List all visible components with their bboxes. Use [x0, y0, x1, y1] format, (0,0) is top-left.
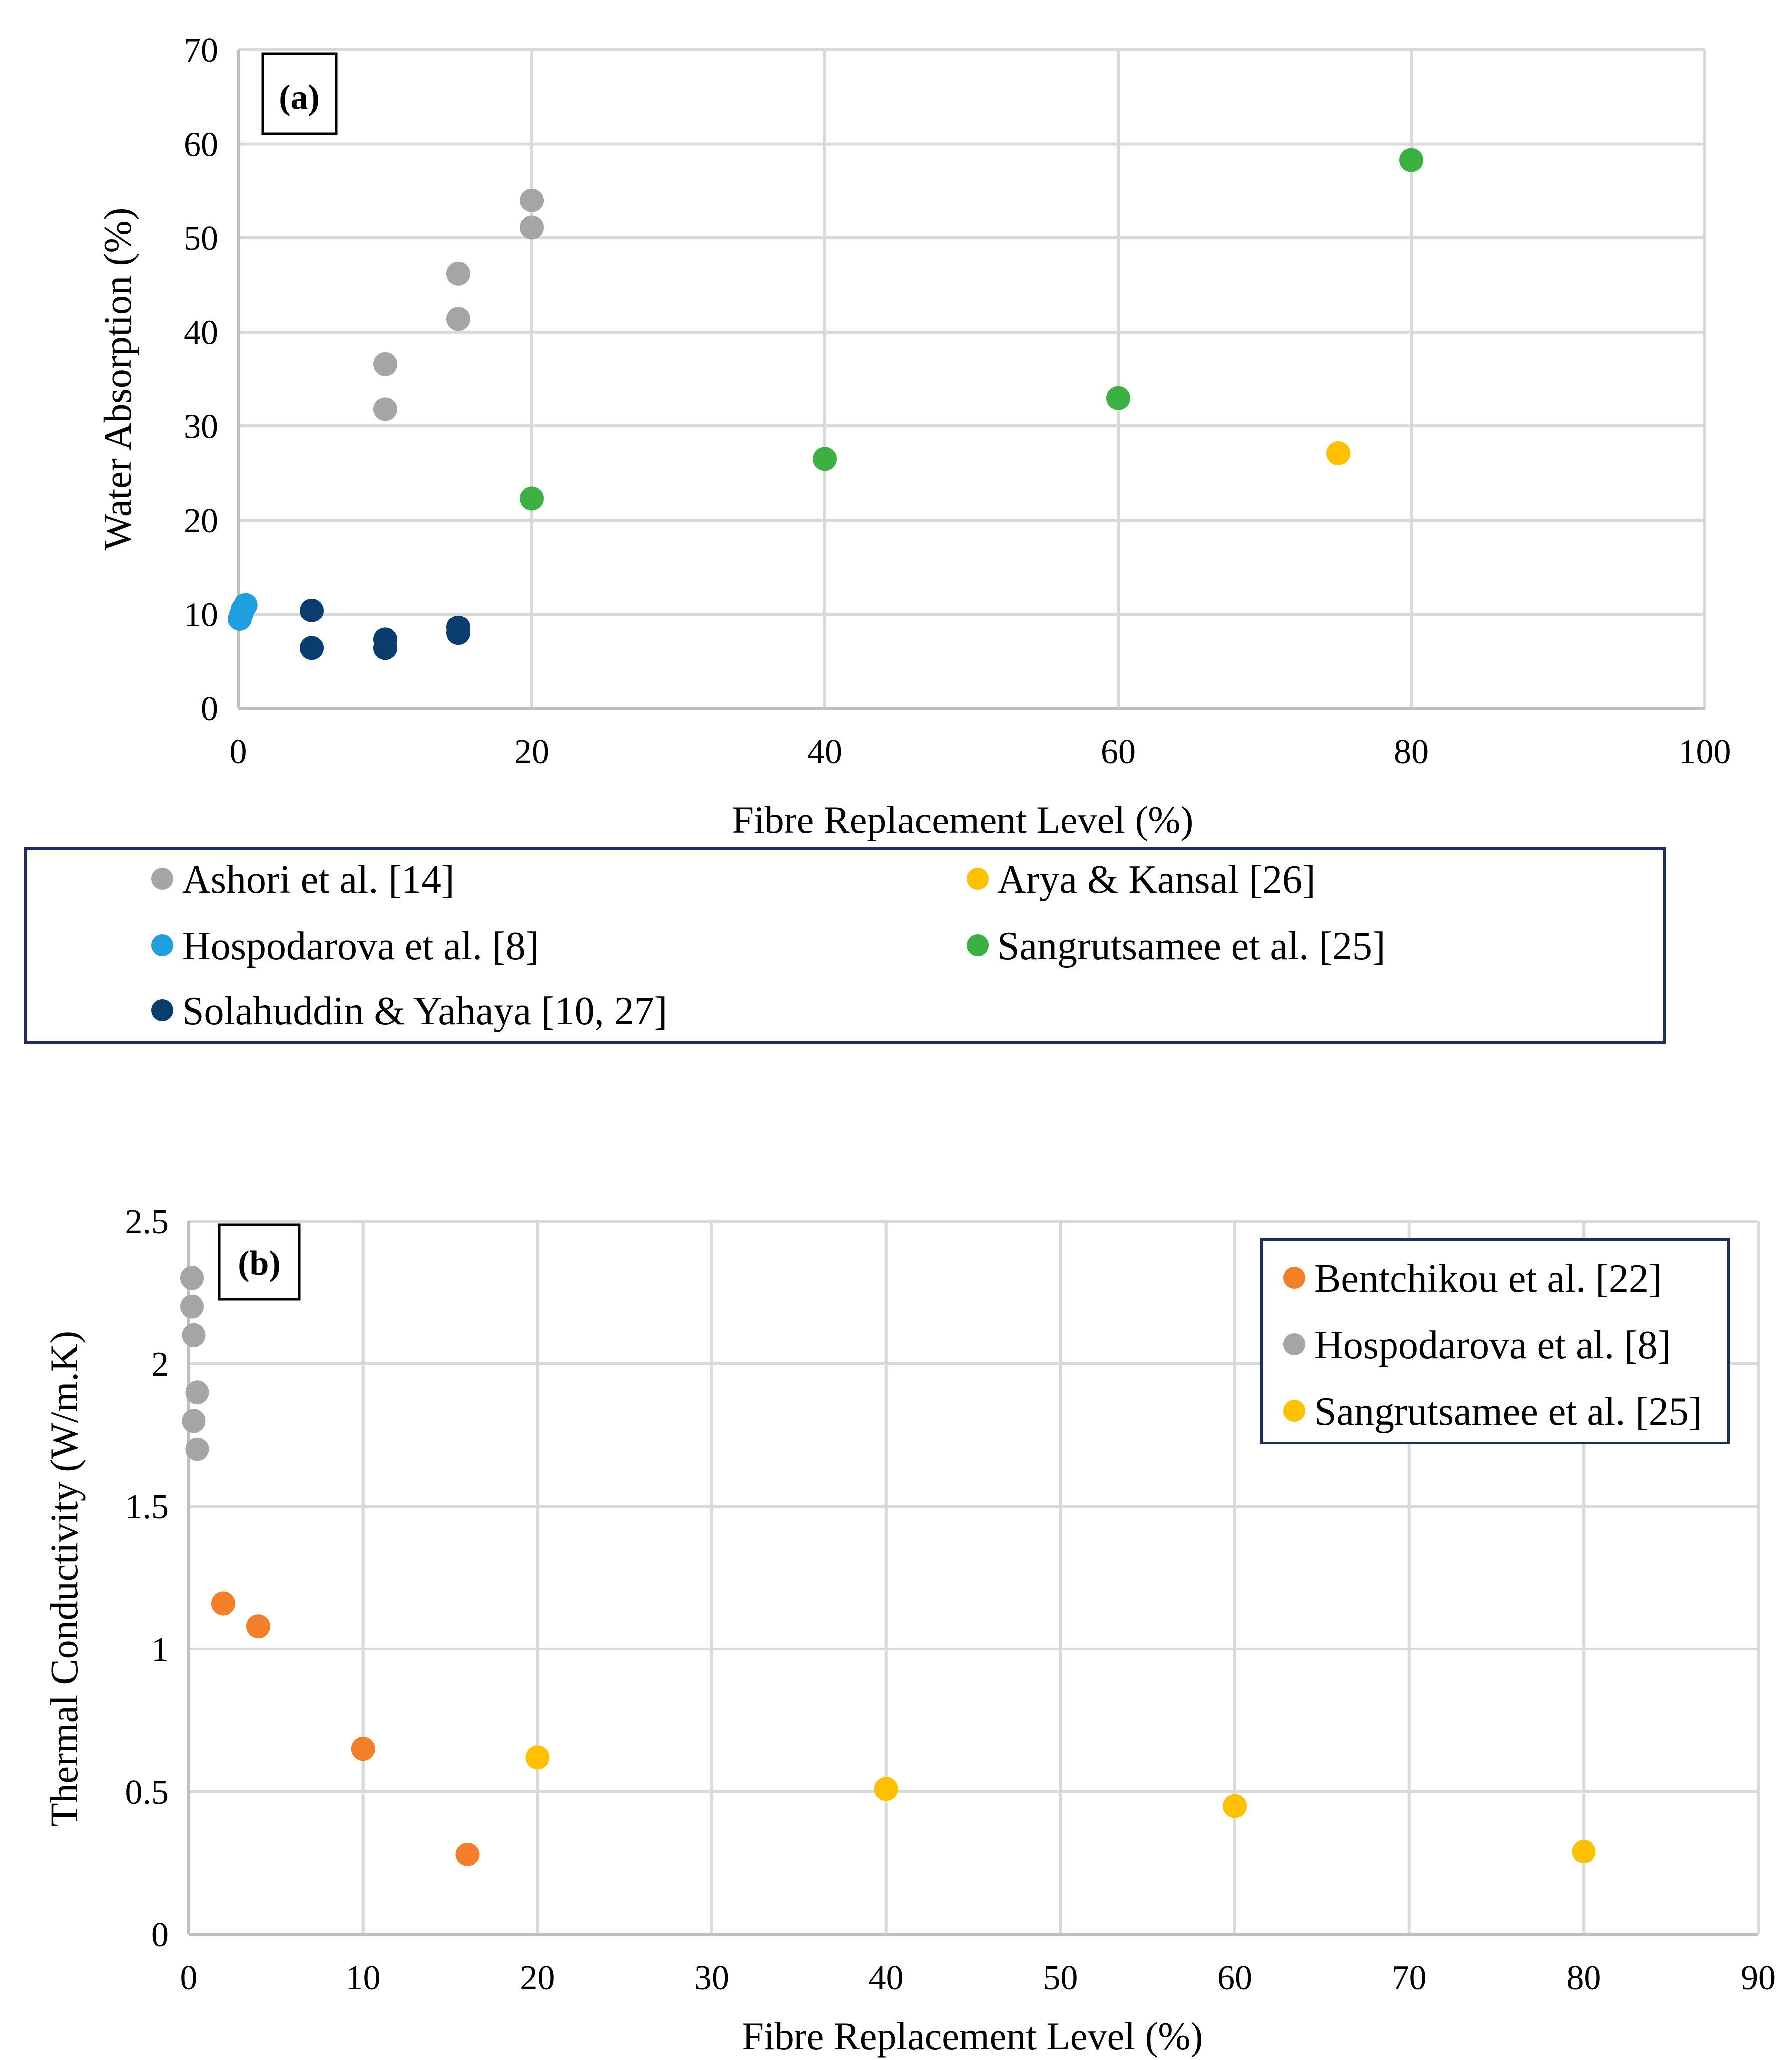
panel-a-x-tick-label: 40	[807, 733, 842, 771]
panel-a-gridlines	[238, 48, 1706, 708]
panel-b-y-tick-label: 2	[151, 1345, 169, 1384]
panel-b-label-box	[218, 1223, 301, 1301]
legend-label-ashori: Ashori et al. [14]	[182, 858, 455, 902]
panel-b-x-tick-label: 40	[869, 1959, 904, 1997]
panel-b-gridlines	[189, 1220, 1760, 1934]
panel-a-x-tick-label: 100	[1679, 733, 1731, 771]
legend-label-sangrutsamee: Sangrutsamee et al. [25]	[997, 924, 1386, 968]
point-sangrutsamee-et-al-25	[525, 1745, 550, 1770]
panel-a-y-tick-label: 50	[184, 219, 218, 258]
panel-a-y-axis-label: Water Absorption (%)	[96, 208, 139, 551]
panel-b-tick-labels: 0 0.5 1 1.5 2 2.5 0 10 20 30 40 50 60 70 80 90	[125, 1203, 1776, 1997]
panel-a-x-axis-label: Fibre Replacement Level (%)	[732, 798, 1194, 841]
point-ashori-et-al-14	[373, 397, 397, 421]
point-hospodarova-et-al-8	[233, 593, 258, 617]
panel-b-x-tick-label: 10	[346, 1959, 381, 1997]
panel-a-x-tick-label: 20	[514, 733, 549, 771]
panel-a-y-tick-label: 40	[184, 314, 218, 352]
point-ashori-et-al-14	[446, 261, 470, 286]
point-bentchikou-et-al-22	[455, 1842, 480, 1866]
panel-b-y-tick-label: 0	[151, 1916, 169, 1954]
point-ashori-et-al-14	[373, 352, 397, 376]
panel-b-x-tick-label: 90	[1741, 1959, 1776, 1997]
panel-b-legend: Bentchikou et al. [22] Hospodarova et al…	[1260, 1238, 1730, 1444]
panel-a-y-tick-label: 30	[184, 408, 218, 446]
panel-a-tick-labels: 0 10 20 30 40 50 60 70 0 20 40 60 80 100	[184, 31, 1731, 771]
panel-b-x-axis-label: Fibre Replacement Level (%)	[742, 2014, 1203, 2058]
panel-a-y-tick-label: 20	[184, 502, 218, 540]
legend-marker-hospodarova	[151, 934, 173, 956]
point-sangrutsamee-et-al-25	[520, 486, 544, 511]
panel-a-label: (a)	[279, 78, 320, 117]
legend-marker-arya-kansal	[967, 868, 989, 890]
panel-a-y-tick-label: 60	[184, 126, 218, 164]
panel-b-x-tick-label: 60	[1217, 1959, 1252, 1997]
panel-b-y-tick-label: 2.5	[125, 1203, 169, 1241]
legend-marker-sangrutsamee	[967, 934, 989, 956]
panel-b-y-tick-label: 1	[151, 1631, 169, 1669]
point-solahuddin-yahaya-10-27	[300, 598, 324, 622]
legend-marker-hospodarova	[1283, 1333, 1305, 1355]
point-hospodarova-et-al-8	[185, 1437, 209, 1461]
point-hospodarova-et-al-8	[182, 1323, 206, 1347]
panel-a-y-tick-label: 10	[184, 596, 218, 634]
legend-label-hospodarova: Hospodarova et al. [8]	[1314, 1323, 1671, 1367]
point-solahuddin-yahaya-10-27	[373, 636, 397, 660]
point-bentchikou-et-al-22	[211, 1591, 235, 1616]
panel-a-chart: 0 10 20 30 40 50 60 70 0 20 40 60 80 100 (a) Fibre Re…	[24, 31, 1731, 1044]
panel-a-y-tick-label: 70	[184, 31, 218, 70]
point-ashori-et-al-14	[446, 307, 470, 331]
point-hospodarova-et-al-8	[180, 1294, 204, 1319]
point-hospodarova-et-al-8	[182, 1409, 206, 1433]
point-solahuddin-yahaya-10-27	[300, 636, 324, 660]
panel-b-x-tick-label: 70	[1392, 1959, 1427, 1997]
panel-b-x-tick-label: 30	[694, 1959, 729, 1997]
point-sangrutsamee-et-al-25	[1399, 148, 1423, 172]
legend-marker-sangrutsamee	[1283, 1400, 1305, 1422]
point-ashori-et-al-14	[520, 215, 544, 240]
point-sangrutsamee-et-al-25	[813, 447, 837, 471]
legend-label-solahuddin-yahaya: Solahuddin & Yahaya [10, 27]	[182, 989, 667, 1033]
panel-b-x-tick-label: 20	[520, 1959, 555, 1997]
point-hospodarova-et-al-8	[185, 1380, 209, 1405]
point-sangrutsamee-et-al-25	[1572, 1840, 1596, 1864]
panel-a-legend: Ashori et al. [14] Arya & Kansal [26] Ho…	[24, 847, 1666, 1044]
point-ashori-et-al-14	[520, 188, 544, 212]
panel-a-x-tick-label: 60	[1101, 733, 1136, 771]
panel-b-y-axis-label: Thermal Conductivity (W/m.K)	[42, 1331, 86, 1827]
legend-marker-ashori	[151, 868, 173, 890]
panel-b-label: (b)	[238, 1244, 281, 1283]
point-sangrutsamee-et-al-25	[1106, 386, 1130, 410]
panel-b-x-tick-label: 80	[1566, 1959, 1601, 1997]
panel-b-chart: 0 0.5 1 1.5 2 2.5 0 10 20 30 40 50 60 70 80 90 (b) Fibr…	[42, 1203, 1776, 2058]
point-solahuddin-yahaya-10-27	[446, 621, 470, 645]
panel-b-data-points	[180, 1266, 1596, 1866]
panel-b-y-tick-label: 0.5	[125, 1773, 169, 1812]
legend-label-sangrutsamee: Sangrutsamee et al. [25]	[1314, 1390, 1702, 1434]
legend-label-arya-kansal: Arya & Kansal [26]	[997, 858, 1316, 902]
point-bentchikou-et-al-22	[351, 1737, 375, 1761]
panel-b-y-tick-label: 1.5	[125, 1488, 169, 1526]
panel-b-legend-box	[1260, 1238, 1730, 1444]
panel-a-data-points	[227, 148, 1423, 660]
point-bentchikou-et-al-22	[246, 1614, 270, 1639]
legend-label-hospodarova: Hospodarova et al. [8]	[182, 924, 539, 968]
point-sangrutsamee-et-al-25	[1223, 1794, 1247, 1818]
panel-a-x-tick-label: 0	[230, 733, 247, 771]
panel-a-x-tick-label: 80	[1394, 733, 1429, 771]
point-arya-kansal-26	[1326, 441, 1350, 465]
panel-a-label-box	[261, 52, 338, 135]
legend-marker-bentchikou	[1283, 1267, 1305, 1289]
panel-b-x-tick-label: 50	[1043, 1959, 1078, 1997]
point-sangrutsamee-et-al-25	[874, 1777, 898, 1801]
legend-label-bentchikou: Bentchikou et al. [22]	[1314, 1257, 1662, 1301]
panel-a-y-tick-label: 0	[201, 690, 218, 728]
legend-marker-solahuddin-yahaya	[151, 999, 173, 1021]
panel-a-legend-box	[24, 847, 1666, 1044]
point-hospodarova-et-al-8	[180, 1266, 204, 1290]
panel-b-x-tick-label: 0	[180, 1959, 198, 1997]
panel-a-axes	[237, 50, 1705, 710]
